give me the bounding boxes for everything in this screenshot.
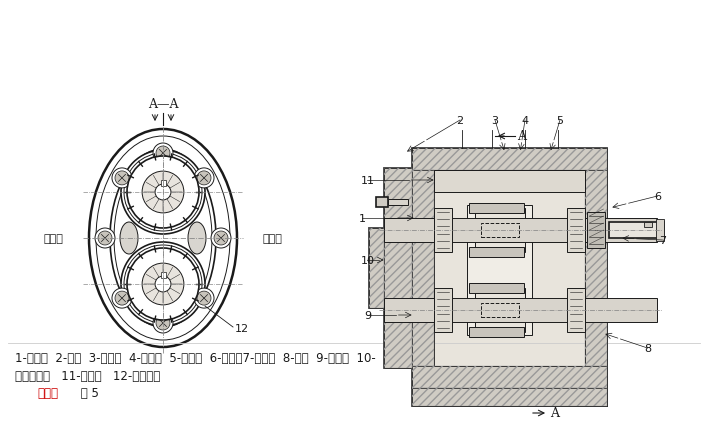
Bar bbox=[413, 366, 607, 388]
Text: 11: 11 bbox=[360, 176, 375, 186]
Circle shape bbox=[127, 248, 199, 320]
Bar bbox=[413, 171, 435, 366]
Ellipse shape bbox=[188, 223, 206, 254]
Bar bbox=[161, 180, 166, 186]
Bar bbox=[586, 171, 607, 366]
Text: 外啮合: 外啮合 bbox=[37, 387, 58, 399]
Ellipse shape bbox=[110, 150, 216, 327]
Bar bbox=[384, 298, 658, 322]
Circle shape bbox=[155, 185, 171, 201]
Bar bbox=[384, 219, 658, 243]
Bar bbox=[413, 148, 607, 171]
Text: 图 5: 图 5 bbox=[77, 387, 99, 399]
Ellipse shape bbox=[89, 130, 237, 347]
Text: A: A bbox=[517, 130, 526, 143]
Bar bbox=[413, 366, 607, 388]
Text: 1: 1 bbox=[359, 213, 366, 223]
Circle shape bbox=[112, 169, 132, 188]
Bar bbox=[610, 223, 665, 238]
Bar bbox=[413, 388, 607, 406]
Bar bbox=[413, 171, 435, 366]
Circle shape bbox=[155, 276, 171, 292]
Circle shape bbox=[115, 291, 129, 305]
Circle shape bbox=[153, 144, 173, 164]
Bar bbox=[384, 169, 423, 368]
Bar bbox=[389, 200, 409, 205]
Bar bbox=[481, 303, 519, 317]
Text: 7: 7 bbox=[659, 236, 666, 245]
Ellipse shape bbox=[120, 223, 138, 254]
Text: A—A: A—A bbox=[148, 98, 178, 111]
Circle shape bbox=[121, 243, 205, 326]
Text: 4: 4 bbox=[521, 116, 529, 126]
Text: 5: 5 bbox=[556, 116, 564, 126]
Circle shape bbox=[153, 313, 173, 333]
Circle shape bbox=[127, 157, 199, 229]
Circle shape bbox=[115, 172, 129, 185]
Bar bbox=[413, 148, 607, 388]
Bar bbox=[469, 283, 525, 293]
Circle shape bbox=[142, 172, 184, 213]
Circle shape bbox=[194, 169, 214, 188]
Text: 压油口: 压油口 bbox=[263, 233, 283, 244]
Text: 2: 2 bbox=[457, 116, 464, 126]
Bar bbox=[588, 212, 605, 248]
Bar bbox=[469, 327, 525, 337]
Bar bbox=[435, 208, 452, 252]
Bar bbox=[568, 208, 586, 252]
Bar bbox=[413, 388, 607, 406]
Text: A: A bbox=[550, 406, 559, 420]
Bar bbox=[370, 229, 384, 308]
Bar bbox=[413, 388, 607, 406]
Bar bbox=[475, 208, 525, 252]
Circle shape bbox=[156, 316, 170, 330]
Bar bbox=[435, 288, 452, 332]
Text: 3: 3 bbox=[491, 116, 498, 126]
Bar bbox=[586, 171, 607, 366]
Bar bbox=[475, 288, 525, 332]
Bar bbox=[370, 229, 384, 308]
Bar bbox=[469, 204, 525, 213]
Circle shape bbox=[214, 231, 228, 245]
Circle shape bbox=[95, 229, 115, 248]
Circle shape bbox=[197, 172, 211, 185]
Circle shape bbox=[194, 289, 214, 308]
Bar bbox=[568, 288, 586, 332]
Circle shape bbox=[121, 151, 205, 234]
Text: 1-后盖；  2-螺钉  3-齿轮；  4-泵体；  5-前盖；  6-油封；7-长轴；  8-销；  9-短轴；  10-: 1-后盖； 2-螺钉 3-齿轮； 4-泵体； 5-前盖； 6-油封；7-长轴； … bbox=[15, 352, 376, 365]
Text: 滚针轴承；   11-压盖；   12-泄油通槽: 滚针轴承； 11-压盖； 12-泄油通槽 bbox=[15, 370, 160, 383]
Circle shape bbox=[211, 229, 231, 248]
Bar bbox=[656, 219, 665, 241]
Circle shape bbox=[112, 289, 132, 308]
Bar bbox=[435, 171, 586, 193]
Bar bbox=[644, 223, 653, 227]
Circle shape bbox=[156, 147, 170, 161]
Text: 12: 12 bbox=[235, 323, 249, 333]
Text: 8: 8 bbox=[644, 343, 651, 353]
Bar bbox=[384, 169, 413, 368]
Circle shape bbox=[197, 291, 211, 305]
Bar bbox=[377, 198, 389, 208]
Bar bbox=[161, 272, 166, 278]
Text: 9: 9 bbox=[364, 310, 371, 320]
Bar bbox=[481, 223, 519, 237]
Bar bbox=[384, 169, 413, 368]
Circle shape bbox=[142, 264, 184, 305]
Bar bbox=[413, 148, 607, 171]
Text: 6: 6 bbox=[654, 191, 661, 201]
Circle shape bbox=[98, 231, 112, 245]
Bar bbox=[370, 229, 384, 308]
Bar bbox=[467, 205, 532, 335]
Text: 吸油口: 吸油口 bbox=[43, 233, 63, 244]
Bar bbox=[469, 247, 525, 258]
Text: 10: 10 bbox=[360, 255, 375, 265]
